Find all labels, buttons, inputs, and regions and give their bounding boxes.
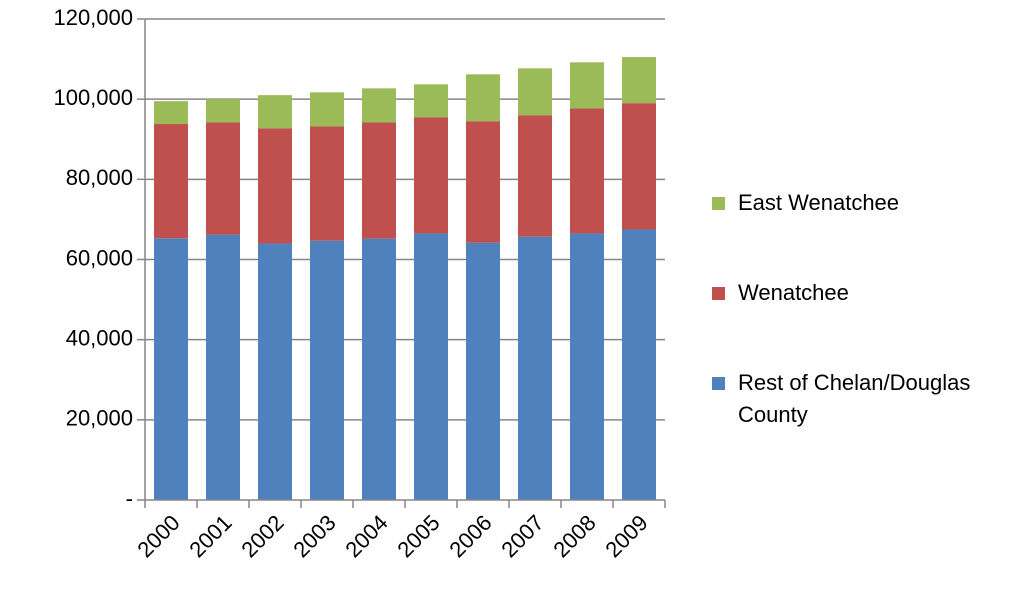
y-tick-label: 40,000 (66, 325, 133, 350)
bar-segment (206, 122, 240, 235)
y-tick-label: - (126, 486, 133, 511)
bar-segment (570, 62, 604, 109)
bar-segment (362, 122, 396, 239)
y-tick-label: 20,000 (66, 406, 133, 431)
bar-segment (154, 101, 188, 125)
bar-segment (622, 103, 656, 230)
bar-segment (362, 88, 396, 123)
bar-segment (622, 229, 656, 500)
bar-segment (310, 92, 344, 127)
legend-item: Wenatchee (712, 277, 1018, 309)
legend-item: East Wenatchee (712, 187, 1018, 219)
legend-label: East Wenatchee (738, 190, 900, 215)
bar-segment (570, 108, 604, 234)
legend-label: Rest of Chelan/Douglas County (738, 370, 971, 427)
bar-segment (466, 74, 500, 122)
bar-segment (518, 115, 552, 237)
x-tick-label: 2009 (600, 510, 652, 562)
bar-segment (362, 238, 396, 500)
legend-label: Wenatchee (738, 280, 849, 305)
bar-segment (258, 95, 292, 129)
x-tick-label: 2001 (184, 510, 236, 562)
legend-swatch (712, 197, 725, 210)
x-tick-label: 2004 (340, 510, 392, 562)
bar-segment (154, 238, 188, 500)
bar-segment (414, 117, 448, 234)
y-tick-label: 80,000 (66, 165, 133, 190)
x-tick-label: 2008 (548, 510, 600, 562)
y-tick-label: 60,000 (66, 245, 133, 270)
bar-segment (206, 234, 240, 501)
bar-segment (466, 242, 500, 501)
x-tick-label: 2000 (132, 510, 184, 562)
bar-segment (518, 236, 552, 500)
bar-segment (518, 68, 552, 116)
bar-segment (154, 124, 188, 239)
bar-segment (310, 240, 344, 500)
x-tick-label: 2007 (496, 510, 548, 562)
bar-segment (414, 233, 448, 500)
x-tick-label: 2002 (236, 510, 288, 562)
legend-item: Rest of Chelan/Douglas County (712, 367, 1018, 431)
bar-segment (466, 121, 500, 243)
legend-swatch (712, 287, 725, 300)
bar-segment (414, 84, 448, 118)
legend-swatch (712, 377, 725, 390)
bar-segment (570, 233, 604, 500)
bar-segment (258, 243, 292, 500)
y-tick-label: 100,000 (53, 85, 133, 110)
x-tick-label: 2003 (288, 510, 340, 562)
bar-segment (206, 99, 240, 123)
bar-segment (622, 57, 656, 104)
x-tick-label: 2005 (392, 510, 444, 562)
bar-segment (310, 126, 344, 241)
x-tick-label: 2006 (444, 510, 496, 562)
y-tick-label: 120,000 (53, 5, 133, 30)
bar-segment (258, 128, 292, 244)
